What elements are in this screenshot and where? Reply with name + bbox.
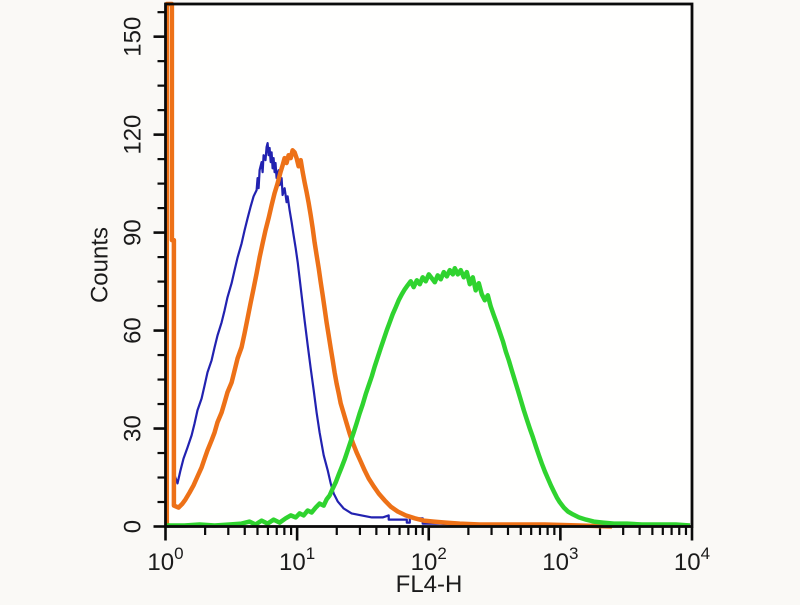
- y-tick-label: 120: [119, 115, 146, 155]
- green-histogram: [166, 265, 691, 528]
- x-tick-label: 100: [147, 544, 183, 576]
- plot-frame: [164, 2, 694, 528]
- y-tick-label: 60: [119, 317, 146, 344]
- plot-area: [165, 4, 692, 527]
- y-tick-label: 0: [119, 520, 146, 533]
- y-axis-title: Counts: [86, 227, 113, 303]
- x-tick-label: 102: [411, 544, 447, 576]
- x-tick-label: 103: [542, 544, 578, 576]
- y-tick-label: 150: [119, 17, 146, 57]
- blue-histogram: [172, 142, 476, 527]
- plot-content: 100 101 102 103 104 0 30 60 90 120 150: [119, 1, 710, 576]
- y-tick-label: 90: [119, 219, 146, 246]
- x-tick-label: 101: [279, 544, 315, 576]
- x-axis-title: FL4-H: [396, 571, 463, 598]
- x-tick-label: 104: [674, 544, 710, 576]
- y-tick-label: 30: [119, 415, 146, 442]
- orange-histogram: [164, 1, 613, 529]
